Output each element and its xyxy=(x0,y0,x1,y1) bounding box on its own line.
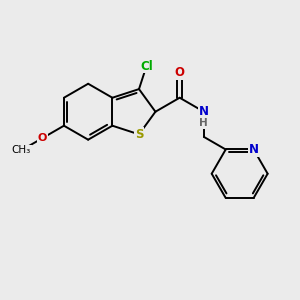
Text: S: S xyxy=(135,128,143,141)
Text: N: N xyxy=(199,105,209,118)
Text: H: H xyxy=(199,118,208,128)
Text: Cl: Cl xyxy=(140,60,153,73)
Text: O: O xyxy=(38,133,47,143)
Text: O: O xyxy=(175,66,185,79)
Text: N: N xyxy=(249,143,259,156)
Text: CH₃: CH₃ xyxy=(12,145,31,155)
